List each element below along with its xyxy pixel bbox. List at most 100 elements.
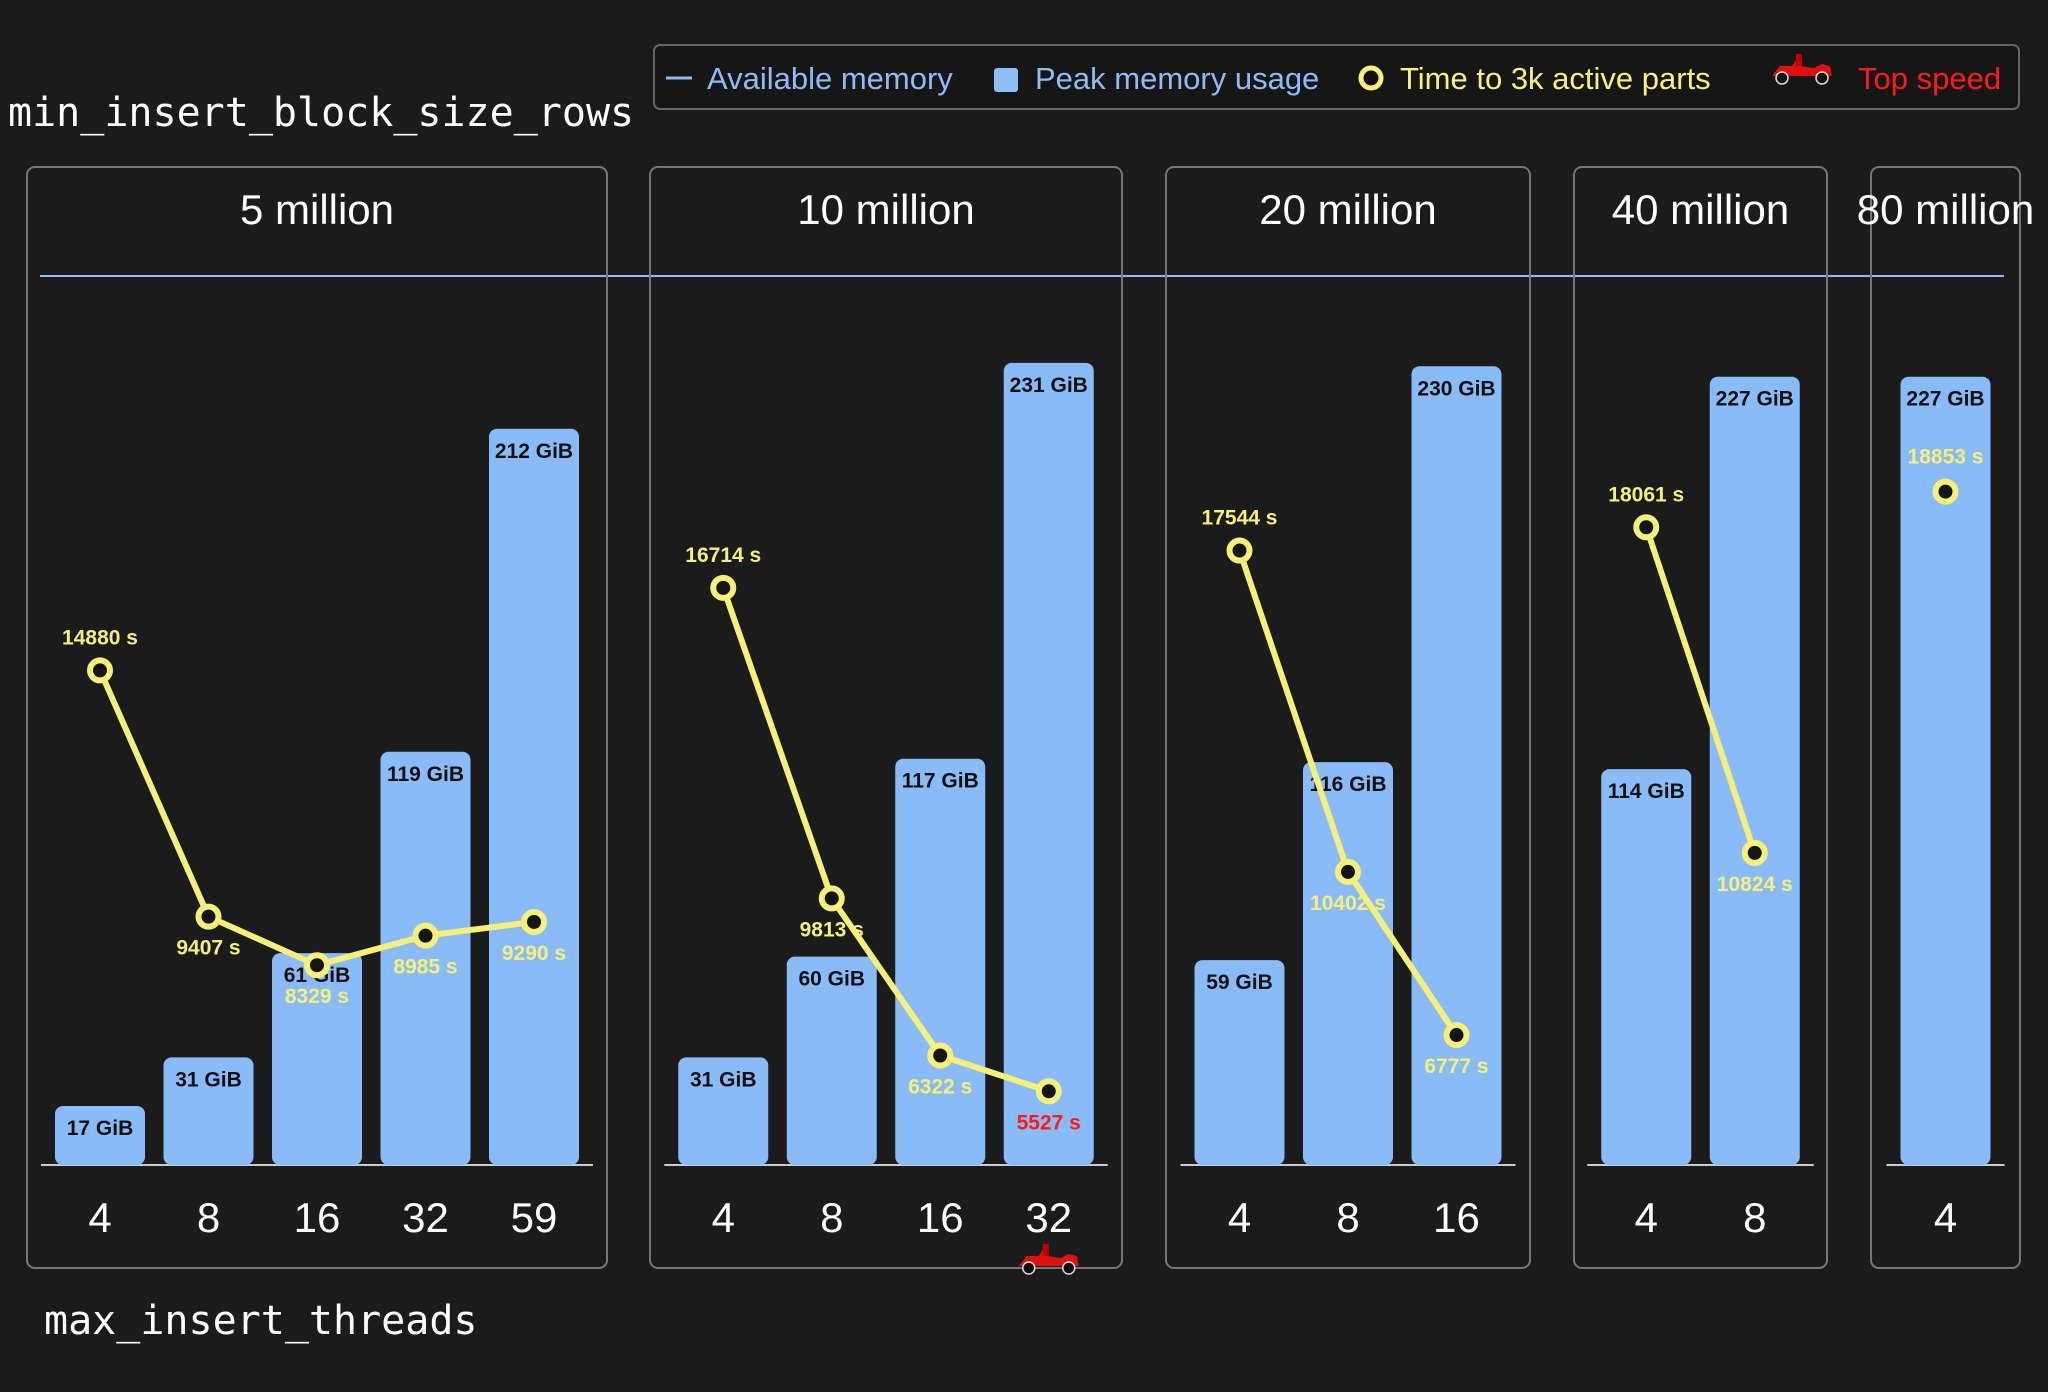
legend-label-top-speed: Top speed [1858, 61, 2001, 96]
legend: Available memory Peak memory usage Time … [653, 44, 2020, 110]
time-label: 18853 s [1908, 446, 1984, 469]
memory-bar [1601, 769, 1692, 1165]
time-label: 10824 s [1717, 873, 1793, 896]
time-point [195, 903, 222, 930]
time-label: 6322 s [908, 1076, 972, 1099]
x-tick-label: 4 [712, 1194, 735, 1241]
memory-bar [786, 956, 877, 1165]
panel-2: 20 million 59 GiB 116 GiB 230 GiB 4 8 16 17544 … [1165, 166, 1531, 1269]
x-tick-label: 4 [88, 1194, 111, 1241]
time-label: 16714 s [685, 544, 761, 567]
memory-label: 114 GiB [1608, 780, 1685, 803]
panel-title: 5 million [240, 186, 394, 233]
panel-title: 20 million [1259, 186, 1436, 233]
x-tick-label: 8 [820, 1194, 843, 1241]
x-tick-label: 8 [197, 1194, 220, 1241]
time-label: 10402 s [1310, 892, 1386, 915]
time-label: 9290 s [502, 942, 566, 965]
time-point [927, 1042, 954, 1069]
time-label: 9813 s [800, 918, 864, 941]
memory-label: 212 GiB [495, 440, 573, 463]
x-tick-label: 32 [1025, 1194, 1072, 1241]
panel-4: 80 million 227 GiB 4 18853 s [1857, 166, 2034, 1269]
time-point [87, 657, 113, 684]
memory-label: 231 GiB [1010, 374, 1088, 397]
panel-frame [1165, 166, 1531, 1269]
panel-frame [649, 166, 1123, 1269]
time-label: 9407 s [176, 937, 240, 960]
time-point [1335, 858, 1361, 885]
memory-label: 31 GiB [175, 1068, 242, 1091]
memory-bar [895, 758, 986, 1165]
panel-frame [1573, 166, 1828, 1269]
time-label: 17544 s [1202, 507, 1278, 530]
x-axis-title: max_insert_threads [44, 1298, 477, 1344]
x-tick-label: 16 [917, 1194, 964, 1241]
x-tick-label: 4 [1228, 1194, 1251, 1241]
time-point [1932, 478, 1959, 505]
panel-1: 10 million 31 GiB 60 GiB 117 GiB 231 GiB 4 8 16… [649, 166, 1123, 1275]
time-label: 6777 s [1424, 1055, 1488, 1078]
memory-label: 117 GiB [902, 770, 979, 793]
ring-icon [1358, 65, 1384, 91]
time-label: 5527 s [1017, 1111, 1081, 1134]
time-point [412, 922, 439, 949]
legend-label-time: Time to 3k active parts [1400, 61, 1711, 96]
panel-title: 80 million [1857, 186, 2034, 233]
legend-box [653, 44, 2020, 110]
memory-bar [1194, 960, 1285, 1165]
memory-label: 59 GiB [1206, 971, 1273, 994]
time-series-line [720, 586, 1050, 1095]
legend-label-peak-memory: Peak memory usage [1035, 61, 1319, 96]
time-point [304, 952, 330, 979]
time-point [1035, 1078, 1062, 1105]
y-axis-title: min_insert_block_size_rows [8, 90, 634, 136]
time-label: 8329 s [285, 985, 349, 1008]
time-point [818, 885, 845, 912]
memory-label: 116 GiB [1309, 773, 1386, 796]
x-tick-label: 8 [1743, 1194, 1766, 1241]
memory-bar [1411, 366, 1502, 1165]
time-label: 8985 s [393, 956, 457, 979]
time-point [710, 574, 737, 601]
time-point [1741, 839, 1768, 866]
memory-bar [1003, 362, 1094, 1165]
memory-bar [1303, 762, 1393, 1165]
x-tick-label: 4 [1934, 1194, 1957, 1241]
panel-frame [1870, 166, 2021, 1269]
memory-label: 60 GiB [798, 968, 865, 991]
time-point [521, 908, 547, 935]
x-tick-label: 16 [1433, 1194, 1480, 1241]
memory-label: 230 GiB [1417, 377, 1495, 400]
memory-bar [163, 1057, 254, 1165]
memory-label: 227 GiB [1716, 388, 1794, 411]
time-label: 18061 s [1608, 483, 1684, 506]
memory-label: 227 GiB [1906, 388, 1984, 411]
memory-bar [1709, 376, 1800, 1165]
memory-bar [55, 1105, 145, 1165]
panel-title: 40 million [1612, 186, 1789, 233]
memory-label: 119 GiB [387, 763, 464, 786]
race-car-icon [1018, 1243, 1080, 1275]
memory-bar [380, 751, 471, 1165]
panel-frame [26, 166, 608, 1269]
x-tick-label: 59 [511, 1194, 558, 1241]
legend-label-available-memory: Available memory [707, 61, 953, 96]
time-point [1443, 1022, 1470, 1049]
memory-label: 17 GiB [67, 1117, 134, 1140]
x-tick-label: 8 [1336, 1194, 1359, 1241]
x-tick-label: 16 [294, 1194, 341, 1241]
time-point [1633, 514, 1660, 541]
memory-label: 31 GiB [690, 1068, 757, 1091]
time-series-line [1643, 526, 1758, 854]
time-point [1226, 537, 1253, 564]
panel-title: 10 million [797, 186, 974, 233]
time-label: 14880 s [62, 626, 138, 649]
panel-3: 40 million 114 GiB 227 GiB 4 8 18061 s 10824 s [1573, 166, 1828, 1269]
memory-bar [272, 953, 362, 1165]
square-icon [994, 68, 1018, 92]
memory-bar [489, 428, 579, 1165]
memory-bar [678, 1057, 769, 1165]
